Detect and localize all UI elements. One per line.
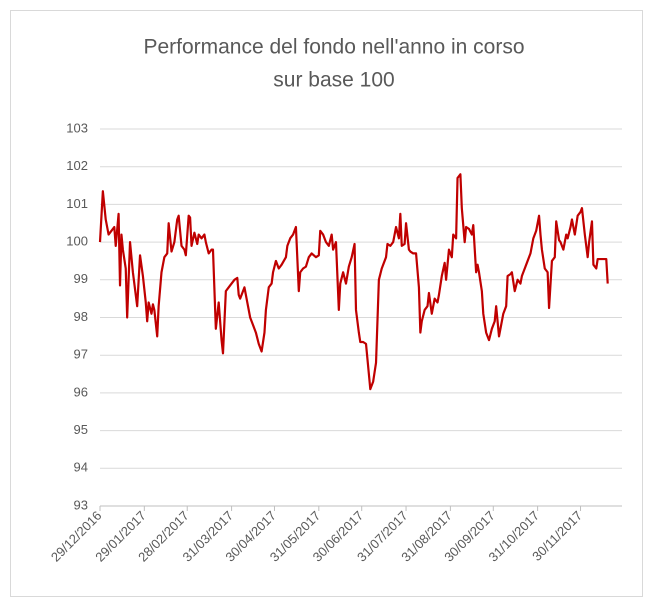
chart-subtitle: sur base 100 — [273, 69, 394, 92]
series-line — [98, 173, 609, 391]
y-tick-label: 103 — [66, 120, 88, 135]
y-tick-label: 102 — [66, 158, 88, 173]
y-tick-label: 93 — [74, 497, 88, 512]
y-tick-label: 98 — [74, 309, 88, 324]
y-tick-label: 94 — [74, 460, 88, 475]
y-tick-label: 100 — [66, 234, 88, 249]
y-tick-label: 97 — [74, 347, 88, 362]
y-tick-label: 101 — [66, 196, 88, 211]
chart-frame — [10, 10, 643, 597]
y-tick-label: 96 — [74, 384, 88, 399]
y-tick-label: 95 — [74, 422, 88, 437]
y-tick-label: 99 — [74, 271, 88, 286]
chart-title: Performance del fondo nell'anno in corso — [143, 36, 524, 59]
